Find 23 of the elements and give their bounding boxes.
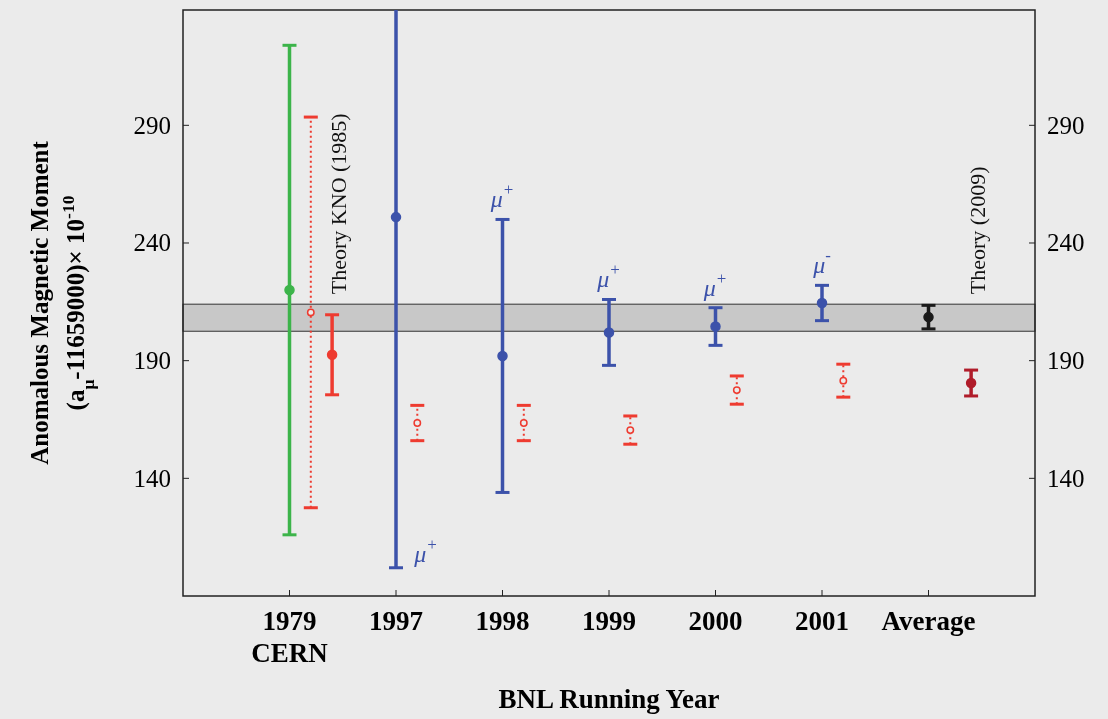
y-tick-label: 190 [133,347,171,375]
x-tick-label: Average [881,606,976,636]
y-tick-label: 140 [133,464,171,492]
annotation: Theory (2009) [964,166,990,295]
y-tick-label: 240 [133,229,171,257]
annotation: μ$^{+}$ [596,260,621,293]
annotation: μ$^{+}$ [702,268,728,301]
x-axis-title: BNL Running Year [498,684,720,714]
x-tick-label: 2000 [688,606,743,636]
annotation: μ$^{+}$ [413,534,438,567]
x-tick-label: 1998 [475,606,530,636]
y2-tick-label: 290 [1047,111,1085,139]
y2-tick-label: 240 [1047,229,1085,257]
annotation: μ$^{+}$ [489,180,515,213]
annotation: μ$^{-}$ [812,246,831,279]
x-tick-label: 2001 [795,606,849,636]
annotation: Theory KNO (1985) [325,113,351,295]
x-tick-label: 1999 [582,606,636,636]
x-tick-label: 1979 CERN [251,606,329,668]
y-tick-label: 290 [133,111,171,139]
x-tick-label: 1997 [369,606,423,636]
y2-tick-label: 140 [1047,464,1085,492]
y2-tick-label: 190 [1047,347,1085,375]
